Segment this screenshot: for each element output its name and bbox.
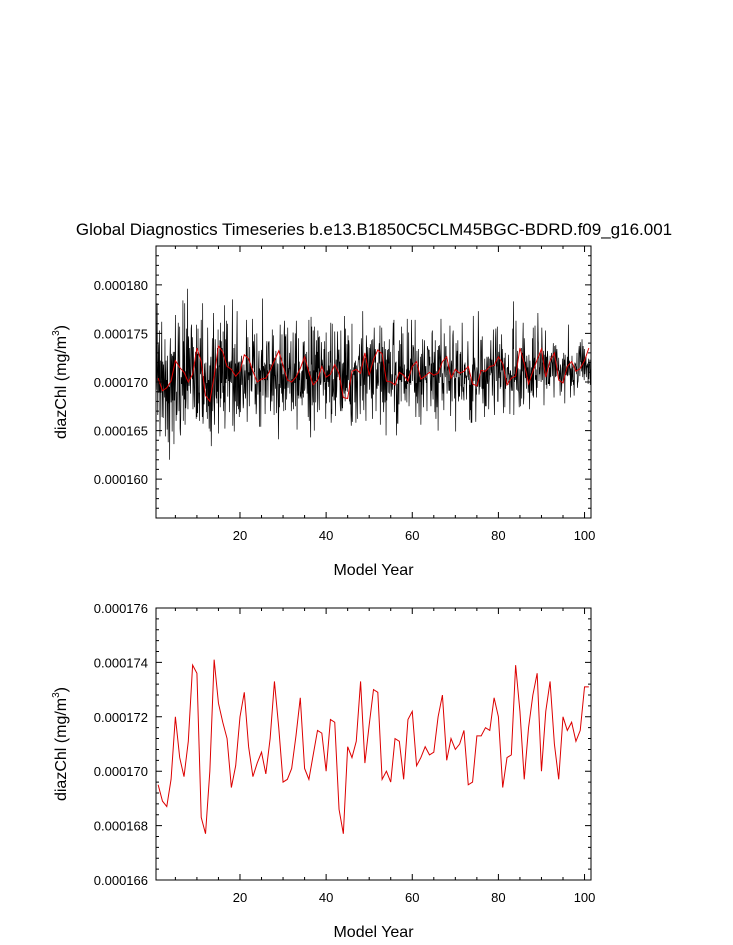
bottom-y-tick-label: 0.000168	[94, 819, 148, 834]
top-x-tick-label: 60	[405, 528, 419, 543]
bottom-x-tick-label: 60	[405, 890, 419, 905]
bottom-x-axis-label: Model Year	[333, 924, 414, 941]
top-x-axis-label: Model Year	[333, 562, 414, 579]
bottom-series-layer	[157, 659, 589, 834]
top-y-tick-label: 0.000180	[94, 278, 148, 293]
bottom-x-tick-label: 100	[574, 890, 596, 905]
bottom-x-tick-labels: 20 40 60 80 100	[233, 890, 596, 905]
top-y-axis-label-sup: 3	[51, 330, 62, 336]
top-y-tick-labels: 0.000160 0.000165 0.000170 0.000175 0.000180	[94, 278, 148, 487]
bottom-y-tick-label: 0.000170	[94, 764, 148, 779]
bottom-y-axis-label-tail: )	[53, 687, 70, 692]
top-series-layer	[156, 288, 591, 460]
bottom-y-tick-label: 0.000174	[94, 655, 148, 670]
bottom-plot-frame	[155, 607, 592, 881]
chart-title: Global Diagnostics Timeseries b.e13.B185…	[76, 220, 672, 239]
top-annual-series-line	[157, 344, 590, 403]
top-x-tick-label: 100	[574, 528, 596, 543]
bottom-y-axis-label-main: diazChl (mg/m	[53, 698, 70, 801]
top-panel: 0.000160 0.000165 0.000170 0.000175 0.000180…	[51, 245, 596, 579]
top-tick-marks	[156, 245, 591, 519]
top-x-tick-label: 80	[491, 528, 505, 543]
bottom-x-tick-label: 20	[233, 890, 247, 905]
bottom-y-tick-label: 0.000172	[94, 710, 148, 725]
top-y-tick-label: 0.000170	[94, 375, 148, 390]
top-x-tick-labels: 20 40 60 80 100	[233, 528, 596, 543]
top-monthly-series-line	[156, 288, 591, 460]
bottom-panel: 0.000166 0.000168 0.000170 0.000172 0.000174…	[51, 601, 595, 941]
bottom-y-tick-labels: 0.000166 0.000168 0.000170 0.000172 0.000174…	[94, 601, 148, 888]
top-x-tick-label: 40	[319, 528, 333, 543]
bottom-y-tick-label: 0.000176	[94, 601, 148, 616]
bottom-x-tick-label: 40	[319, 890, 333, 905]
bottom-tick-path	[156, 607, 591, 881]
top-x-tick-label: 20	[233, 528, 247, 543]
bottom-y-axis-label: diazChl (mg/m3)	[51, 687, 70, 801]
top-y-tick-label: 0.000165	[94, 424, 148, 439]
bottom-y-tick-label: 0.000166	[94, 873, 148, 888]
bottom-annual-series-line	[157, 659, 589, 834]
top-y-axis-label-main: diazChl (mg/m	[53, 336, 70, 439]
top-y-tick-label: 0.000160	[94, 472, 148, 487]
top-tick-path	[156, 245, 591, 519]
top-y-tick-label: 0.000175	[94, 326, 148, 341]
bottom-x-tick-label: 80	[491, 890, 505, 905]
top-y-axis-label-tail: )	[53, 325, 70, 330]
bottom-tick-marks	[156, 607, 591, 881]
top-y-axis-label: diazChl (mg/m3)	[51, 325, 70, 439]
bottom-y-axis-label-sup: 3	[51, 692, 62, 698]
